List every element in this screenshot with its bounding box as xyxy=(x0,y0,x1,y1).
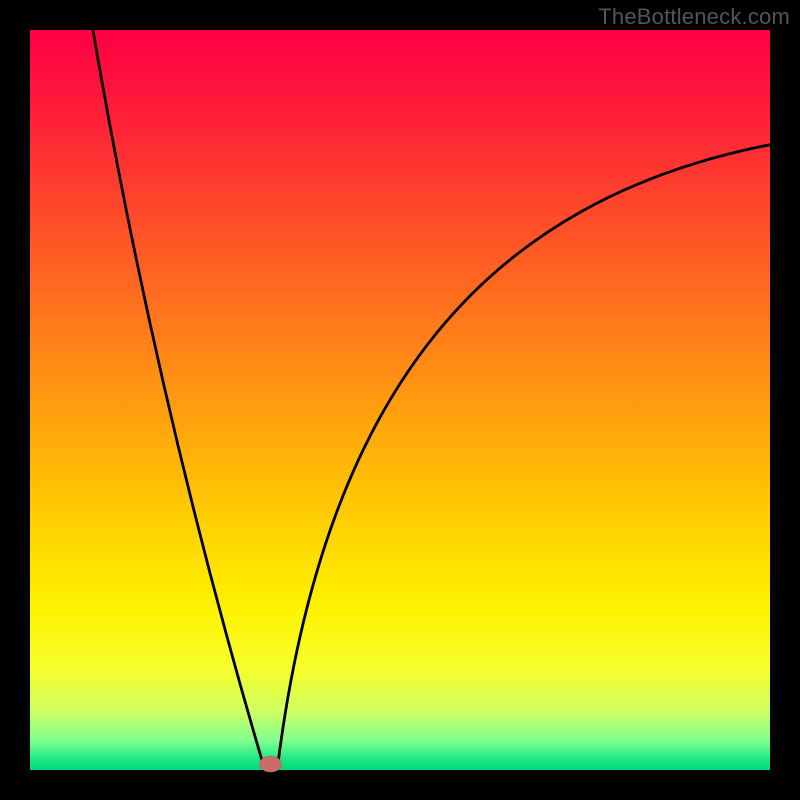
chart-root: TheBottleneck.com xyxy=(0,0,800,800)
optimal-point-marker xyxy=(260,756,282,772)
plot-area xyxy=(30,30,770,770)
watermark-text: TheBottleneck.com xyxy=(598,4,790,30)
bottleneck-curve-chart xyxy=(0,0,800,800)
